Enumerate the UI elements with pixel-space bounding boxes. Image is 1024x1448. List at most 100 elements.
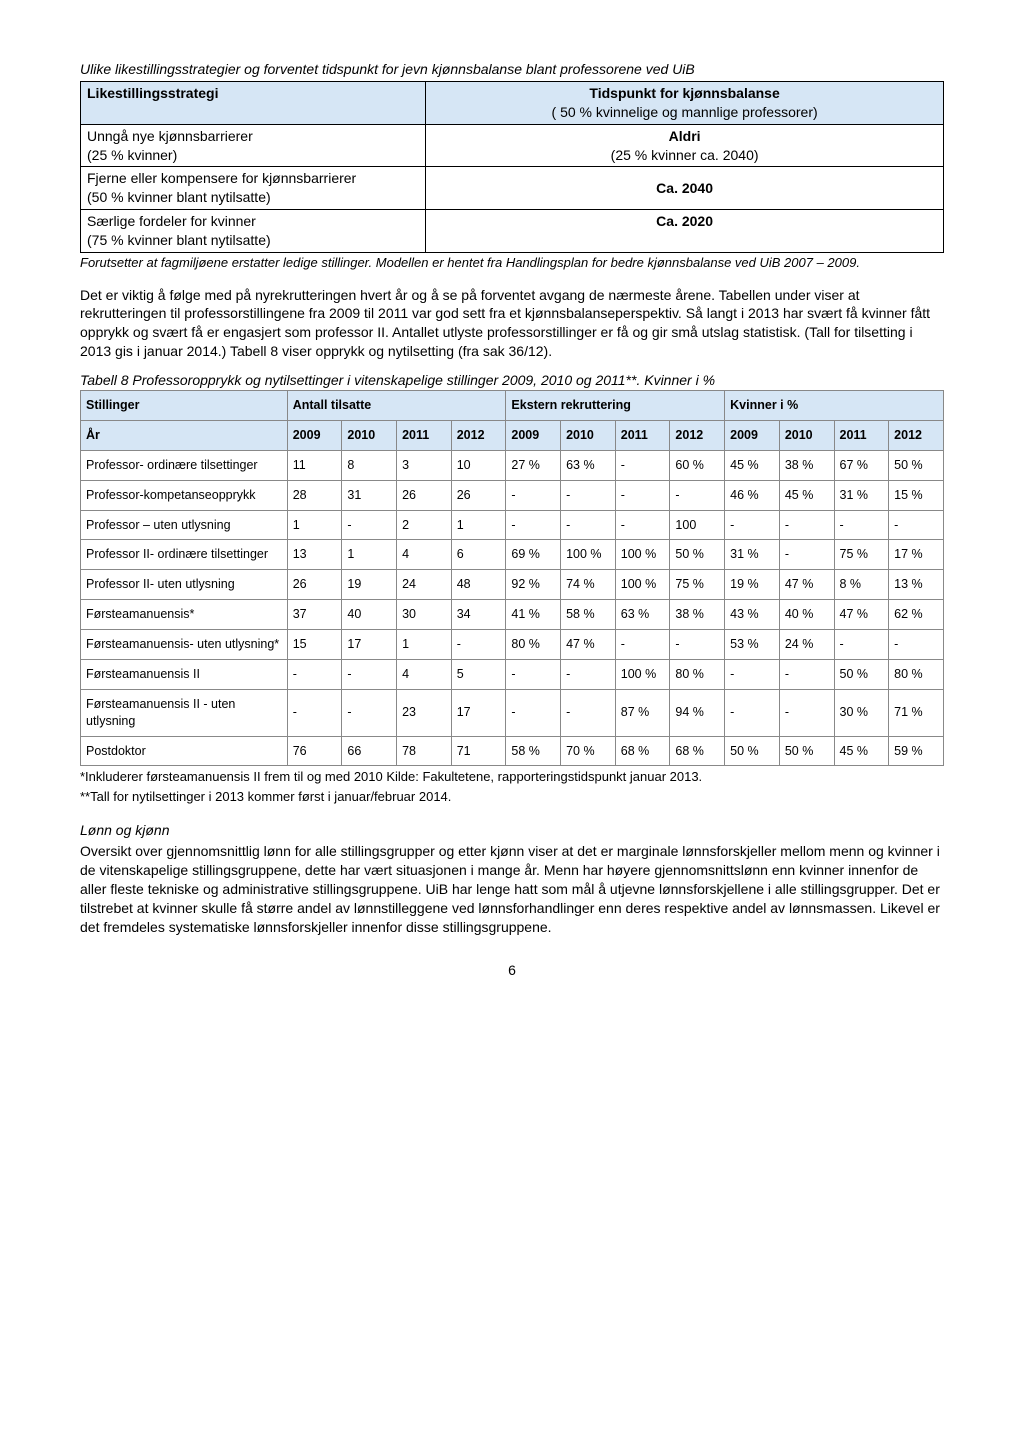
t2-cell: 63 % (561, 450, 616, 480)
t2-year-1: 2010 (342, 420, 397, 450)
t2-cell: - (615, 510, 670, 540)
table2-caption: Tabell 8 Professoropprykk og nytilsettin… (80, 371, 944, 390)
t2-cell: 67 % (834, 450, 889, 480)
t2-cell: - (615, 480, 670, 510)
t2-cell: - (834, 630, 889, 660)
t2-cell: 3 (397, 450, 452, 480)
t2-cell: 26 (451, 480, 506, 510)
t2-cell: 1 (451, 510, 506, 540)
t2-cell: - (287, 659, 342, 689)
t2-cell: 41 % (506, 600, 561, 630)
t2-cell: 50 % (889, 450, 944, 480)
t2-cell: 2 (397, 510, 452, 540)
t2-cell: 38 % (779, 450, 834, 480)
t2-cell: 47 % (834, 600, 889, 630)
t2-cell: 66 (342, 736, 397, 766)
t2-cell: 19 % (725, 570, 780, 600)
t2-cell: - (615, 630, 670, 660)
table-positions: Stillinger Antall tilsatte Ekstern rekru… (80, 390, 944, 766)
t2-cell: 100 % (615, 570, 670, 600)
t2-year-11: 2012 (889, 420, 944, 450)
t2-cell: 87 % (615, 689, 670, 736)
t2-cell: 80 % (670, 659, 725, 689)
t2-cell: - (561, 659, 616, 689)
t2-cell: 37 (287, 600, 342, 630)
t2-cell: - (834, 510, 889, 540)
t2-cell: 45 % (834, 736, 889, 766)
t2-cell: 50 % (725, 736, 780, 766)
t1-r2a: Fjerne eller kompensere for kjønnsbarrie… (87, 170, 356, 186)
t2-year-7: 2012 (670, 420, 725, 450)
t2-cell: - (342, 659, 397, 689)
t2-cell: - (779, 540, 834, 570)
t2-cell: 100 % (615, 540, 670, 570)
t2-cell: 34 (451, 600, 506, 630)
t2-cell: - (342, 510, 397, 540)
t2-cell: - (725, 510, 780, 540)
t2-cell: 28 (287, 480, 342, 510)
t2-cell: - (506, 659, 561, 689)
table1-footnote: Forutsetter at fagmiljøene erstatter led… (80, 254, 944, 272)
t2-cell: 26 (287, 570, 342, 600)
t2-cell: 30 (397, 600, 452, 630)
paragraph-2: Oversikt over gjennomsnittlig lønn for a… (80, 842, 944, 936)
t2-cell: 46 % (725, 480, 780, 510)
t2-row-label: Professor-kompetanseopprykk (81, 480, 288, 510)
t2-cell: 47 % (779, 570, 834, 600)
t2-cell: 75 % (834, 540, 889, 570)
t2-cell: 17 (451, 689, 506, 736)
t2-cell: 31 % (725, 540, 780, 570)
t2-cell: - (561, 510, 616, 540)
t2-cell: 45 % (725, 450, 780, 480)
t1-r3a: Særlige fordeler for kvinner (87, 213, 256, 229)
t2-row-label: Førsteamanuensis II - uten utlysning (81, 689, 288, 736)
t1-h1: Likestillingsstrategi (87, 85, 218, 101)
t2-cell: - (889, 510, 944, 540)
t2-cell: 78 (397, 736, 452, 766)
t2-cell: 48 (451, 570, 506, 600)
t2-cell: 17 % (889, 540, 944, 570)
t2-cell: 47 % (561, 630, 616, 660)
t2-cell: 59 % (889, 736, 944, 766)
t2-cell: - (889, 630, 944, 660)
t2-cell: 24 % (779, 630, 834, 660)
t2-cell: 100 (670, 510, 725, 540)
t2-cell: 26 (397, 480, 452, 510)
t2-year-9: 2010 (779, 420, 834, 450)
t2-year-10: 2011 (834, 420, 889, 450)
t1-h2a: Tidspunkt for kjønnsbalanse (589, 85, 779, 101)
t2-row-label: Førsteamanuensis- uten utlysning* (81, 630, 288, 660)
t2-cell: 1 (342, 540, 397, 570)
t2-cell: 100 % (615, 659, 670, 689)
t2-row-label: Professor – uten utlysning (81, 510, 288, 540)
t2-cell: 53 % (725, 630, 780, 660)
t2-cell: - (779, 510, 834, 540)
t2-cell: 68 % (615, 736, 670, 766)
t2-cell: 71 % (889, 689, 944, 736)
t2-cell: 15 (287, 630, 342, 660)
t2-cell: 31 (342, 480, 397, 510)
t2-cell: 10 (451, 450, 506, 480)
t2-cell: 45 % (779, 480, 834, 510)
t2-cell: - (779, 659, 834, 689)
t2-year-5: 2010 (561, 420, 616, 450)
t2-cell: 6 (451, 540, 506, 570)
t2-cell: 50 % (779, 736, 834, 766)
t1-r1a: Unngå nye kjønnsbarrierer (87, 128, 253, 144)
t2-cell: - (615, 450, 670, 480)
t2-cell: 40 % (779, 600, 834, 630)
t2-year-6: 2011 (615, 420, 670, 450)
t2-years-label: År (81, 420, 288, 450)
t2-year-2: 2011 (397, 420, 452, 450)
t2-cell: 4 (397, 540, 452, 570)
page-number: 6 (80, 961, 944, 980)
table1-caption: Ulike likestillingsstrategier og forvent… (80, 60, 944, 79)
t2-row-label: Førsteamanuensis* (81, 600, 288, 630)
t2-cell: 71 (451, 736, 506, 766)
t2-row-label: Professor- ordinære tilsettinger (81, 450, 288, 480)
t2-cell: 43 % (725, 600, 780, 630)
t2-cell: 92 % (506, 570, 561, 600)
t2-cell: 58 % (506, 736, 561, 766)
t2-cell: - (506, 480, 561, 510)
t2-cell: 11 (287, 450, 342, 480)
